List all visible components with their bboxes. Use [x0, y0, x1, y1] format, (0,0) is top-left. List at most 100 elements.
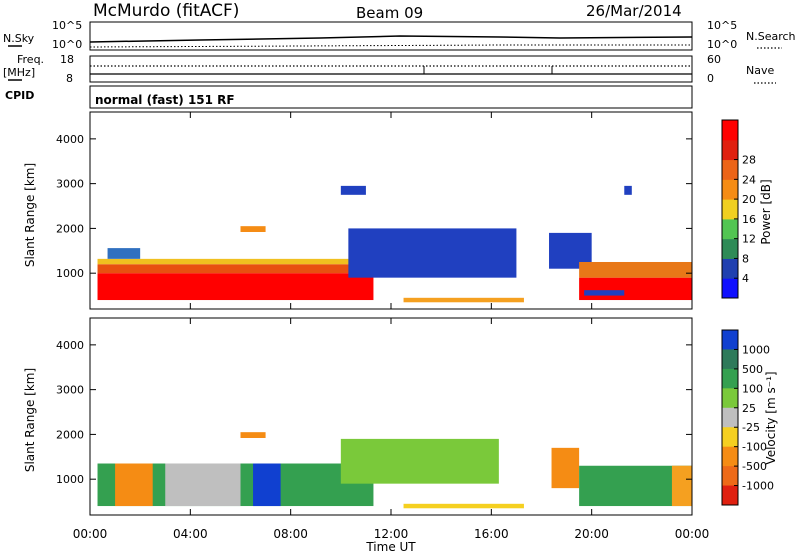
- velocity-colorbar-swatch: [722, 388, 738, 409]
- power-colorbar-swatch: [722, 120, 738, 141]
- velocity-colorbar-swatch: [722, 446, 738, 467]
- velocity-colorbar-swatch: [722, 330, 738, 350]
- power-colorbar: 4 8 12 16 20 24 28: [721, 119, 756, 299]
- velocity-colorbar-swatch: [722, 368, 738, 389]
- power-ylabel: Slant Range [km]: [23, 163, 37, 267]
- velocity-colorbar-swatch: [722, 485, 738, 506]
- freq-tick-18: 18: [60, 53, 74, 66]
- nave-tick-60: 60: [707, 53, 721, 66]
- velocity-colorbar-frame: [721, 329, 739, 506]
- noise-right-tick-top: 10^5: [707, 19, 737, 32]
- time-tick-label: 08:00: [273, 527, 308, 541]
- power-colorbar-tick-label: 12: [742, 233, 756, 246]
- power-region-0: [97, 273, 374, 301]
- velocity-colorbar-tick-label: 500: [742, 363, 763, 376]
- velocity-axes: 1000 2000 3000 4000: [56, 318, 693, 515]
- time-tick-label: 12:00: [374, 527, 409, 541]
- velocity-ytick-label: 3000: [56, 384, 84, 397]
- time-tick-label: 00:00: [675, 527, 710, 541]
- power-colorbar-swatch: [722, 199, 738, 220]
- power-colorbar-tick-label: 28: [742, 154, 756, 167]
- time-tick-label: 04:00: [173, 527, 208, 541]
- power-region-5: [403, 297, 524, 303]
- power-region-11: [240, 226, 266, 232]
- power-colorbar-tick-label: 20: [742, 193, 756, 206]
- power-ytick-label: 1000: [56, 267, 84, 280]
- time-tick-labels: 00:00 04:00 08:00 12:00 16:00 20:00 00:00: [73, 527, 710, 541]
- power-colorbar-tick-label: 16: [742, 213, 756, 226]
- velocity-colorbar-tick-label: 100: [742, 382, 763, 395]
- velocity-colorbar-swatch: [722, 466, 738, 487]
- time-tick-label: 20:00: [574, 527, 609, 541]
- nave-label: Nave: [746, 64, 774, 77]
- time-tick-label: 16:00: [474, 527, 509, 541]
- velocity-colorbar-label: Velocity [m s⁻¹]: [764, 371, 778, 464]
- velocity-colorbar: 1000 500 100 25 -25 -100 -500 -1000: [721, 329, 774, 506]
- velocity-ytick-label: 1000: [56, 473, 84, 486]
- velocity-colorbar-tick-label: -1000: [742, 480, 774, 493]
- power-ytick-label: 4000: [56, 133, 84, 146]
- power-colorbar-swatch: [722, 159, 738, 180]
- power-panel: 1000 2000 3000 4000 Slant Range [km] 4 8 12 16…: [23, 111, 773, 310]
- power-ytick-label: 2000: [56, 222, 84, 235]
- velocity-colorbar-tick-label: -25: [742, 421, 760, 434]
- velocity-colorbar-tick-label: 25: [742, 402, 756, 415]
- velocity-region-5: [403, 503, 524, 509]
- power-region-9: [584, 290, 625, 296]
- power-region-2: [97, 258, 374, 265]
- power-colorbar-swatch: [722, 139, 738, 161]
- station-title: McMurdo (fitACF): [93, 1, 239, 21]
- velocity-region-8: [671, 465, 692, 507]
- velocity-region-2: [165, 463, 241, 507]
- noise-panel: N.Sky 10^5 10^0 10^5 10^0 N.Search: [3, 19, 796, 51]
- velocity-colorbar-swatch: [722, 407, 738, 428]
- power-data-cells: [97, 185, 692, 303]
- time-tick-label: 00:00: [73, 527, 108, 541]
- noise-left-tick-bottom: 10^0: [52, 38, 82, 51]
- power-colorbar-tick-label: 8: [742, 252, 749, 265]
- velocity-ylabel: Slant Range [km]: [23, 368, 37, 472]
- velocity-region-4: [340, 438, 499, 484]
- velocity-colorbar-tick-label: -100: [742, 441, 767, 454]
- power-colorbar-swatch: [722, 179, 738, 200]
- velocity-ytick-label: 2000: [56, 428, 84, 441]
- cpid-label: CPID: [5, 89, 34, 102]
- velocity-region-3: [253, 463, 281, 507]
- velocity-region-1: [115, 463, 153, 507]
- power-region-4: [348, 228, 517, 278]
- power-colorbar-tick-label: 4: [742, 272, 749, 285]
- power-ytick-label: 3000: [56, 178, 84, 191]
- velocity-region-9: [240, 432, 266, 438]
- power-colorbar-tick-label: 24: [742, 173, 756, 186]
- beam-title: Beam 09: [356, 4, 423, 22]
- power-colorbar-swatch: [722, 258, 738, 279]
- date-title: 26/Mar/2014: [586, 2, 682, 20]
- velocity-panel: 1000 2000 3000 4000 Slant Range [km] 1000 50…: [23, 317, 778, 516]
- velocity-region-6: [551, 447, 580, 489]
- velocity-data-cells: [97, 432, 692, 509]
- nsky-label: N.Sky: [3, 32, 35, 45]
- noise-traces: [89, 35, 693, 48]
- power-region-12: [624, 185, 632, 195]
- velocity-colorbar-tick-label: -500: [742, 460, 767, 473]
- noise-left-tick-top: 10^5: [52, 19, 82, 32]
- power-colorbar-swatch: [722, 238, 738, 259]
- power-colorbar-swatch: [722, 278, 738, 299]
- noise-right-tick-bottom: 10^0: [707, 38, 737, 51]
- time-axis-label: Time UT: [365, 540, 416, 554]
- cpid-value: normal (fast) 151 RF: [95, 93, 235, 107]
- velocity-colorbar-swatch: [722, 349, 738, 370]
- power-region-7: [579, 277, 692, 301]
- power-colorbar-frame: [721, 119, 739, 299]
- velocity-ytick-label: 4000: [56, 339, 84, 352]
- freq-tick-8: 8: [66, 72, 73, 85]
- power-region-8: [579, 261, 692, 278]
- power-colorbar-swatch: [722, 218, 738, 240]
- power-region-1: [97, 264, 374, 274]
- nsearch-label: N.Search: [746, 30, 796, 43]
- power-region-10: [340, 185, 366, 195]
- freq-unit: [MHz]: [3, 66, 35, 79]
- nsearch-trace: [89, 44, 692, 48]
- cpid-panel: CPID normal (fast) 151 RF: [5, 85, 693, 109]
